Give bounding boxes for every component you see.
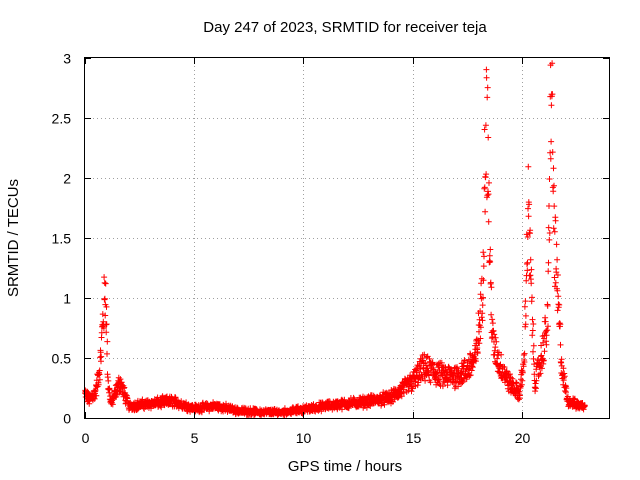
plot-frame [84,57,610,419]
x-tick-label: 0 [82,430,90,446]
y-tick-label: 2.5 [52,111,72,127]
axis-ticks: 0 5 10 15 20 0 0.5 1 1.5 2 2.5 3 [52,51,609,446]
srmtid-points [82,60,588,419]
y-tick-label: 1 [63,291,71,307]
y-tick-label: 1.5 [52,231,72,247]
grid [85,58,609,418]
x-axis-label: GPS time / hours [288,458,402,475]
y-tick-label: 3 [63,51,71,67]
data-points [82,60,588,419]
y-axis-label: SRMTID / TECUs [5,179,22,297]
chart-title: Day 247 of 2023, SRMTID for receiver tej… [203,19,487,36]
x-tick-label: 15 [406,430,422,446]
y-tick-label: 0.5 [52,351,72,367]
y-tick-label: 2 [63,171,71,187]
y-tick-label: 0 [63,411,71,427]
x-tick-label: 5 [191,430,199,446]
x-tick-label: 20 [515,430,531,446]
x-tick-label: 10 [296,430,312,446]
